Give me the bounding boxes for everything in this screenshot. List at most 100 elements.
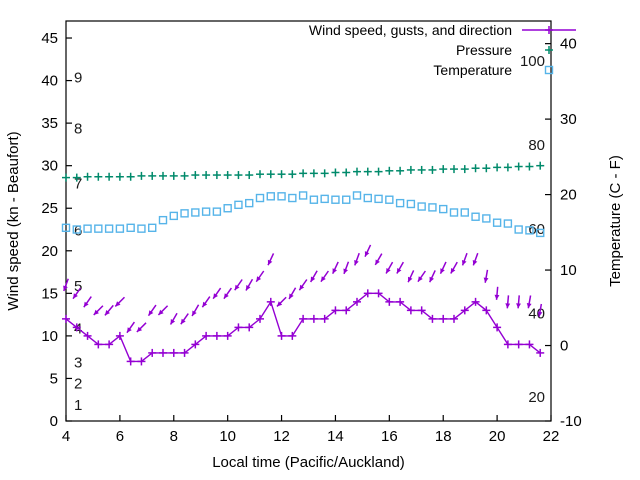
y2-tick-label-20: 20	[560, 187, 577, 204]
gust-arrow-head	[461, 259, 467, 266]
y2-tick-label--10: -10	[560, 413, 582, 430]
temperature-point	[536, 228, 545, 238]
temperature-point	[277, 192, 286, 201]
y-tick-label-25: 25	[41, 200, 58, 217]
temperature-point	[212, 207, 222, 216]
y-tick-label-40: 40	[41, 73, 58, 90]
temperature-point	[331, 195, 340, 204]
wind-speed-line	[65, 292, 541, 363]
gust-arrow-head	[408, 276, 413, 283]
temperature-point	[525, 226, 534, 235]
fahrenheit-label-20: 20	[528, 389, 545, 406]
beaufort-label-8: 8	[74, 120, 82, 137]
y2-axis-title: Temperature (C - F)	[607, 155, 624, 287]
legend-label-0: Wind speed, gusts, and direction	[309, 22, 512, 38]
x-tick-label-8: 8	[170, 428, 178, 445]
gust-arrow-head	[526, 302, 532, 309]
gust-arrow-head	[289, 293, 294, 299]
gust-arrow-head	[417, 276, 423, 282]
gust-arrow-head	[93, 309, 99, 315]
beaufort-label-7: 7	[74, 176, 82, 193]
temperature-point	[234, 200, 243, 210]
temperature-point	[245, 198, 254, 208]
x-tick-label-4: 4	[62, 428, 70, 445]
gust-arrow-head	[396, 267, 402, 274]
y-tick-label-45: 45	[41, 30, 58, 47]
gust-arrow-head	[386, 267, 391, 274]
x-tick-label-14: 14	[327, 428, 344, 445]
x-tick-label-10: 10	[219, 428, 236, 445]
temperature-point	[169, 211, 178, 221]
gust-arrow-head	[126, 327, 132, 333]
temperature-point	[342, 195, 351, 204]
y-tick-label-0: 0	[50, 413, 58, 430]
beaufort-label-2: 2	[74, 376, 82, 393]
gust-arrow-head	[483, 277, 489, 283]
y-tick-label-5: 5	[50, 370, 58, 387]
gust-arrow-head	[320, 276, 326, 282]
temperature-point	[514, 225, 523, 234]
temperature-point	[449, 208, 459, 217]
temperature-point	[288, 193, 297, 203]
gust-arrow-head	[429, 276, 434, 283]
gust-arrow-head	[494, 294, 500, 300]
temperature-point	[460, 208, 469, 217]
x-tick-label-22: 22	[543, 428, 560, 445]
gust-arrow-head	[354, 259, 359, 266]
beaufort-label-3: 3	[74, 354, 82, 371]
x-tick-label-16: 16	[381, 428, 398, 445]
legend-sample-marker	[544, 65, 554, 75]
legend-label-1: Pressure	[456, 42, 512, 58]
temperature-point	[158, 215, 168, 225]
temperature-point	[439, 204, 448, 214]
plot-frame	[65, 20, 552, 422]
legend-label-2: Temperature	[433, 62, 512, 78]
temperature-point	[148, 223, 157, 233]
gust-arrow-head	[213, 293, 218, 299]
temperature-point	[72, 225, 81, 234]
temperature-point	[320, 194, 329, 204]
y-tick-label-15: 15	[41, 285, 58, 302]
temperature-point	[266, 192, 275, 201]
y-tick-label-20: 20	[41, 243, 58, 260]
gust-arrow-head	[148, 310, 154, 316]
temperature-point	[395, 198, 405, 208]
temperature-point	[309, 195, 319, 204]
temperature-point	[298, 191, 308, 200]
gust-arrow-head	[516, 303, 521, 309]
y2-tick-label-40: 40	[560, 36, 577, 53]
beaufort-label-6: 6	[74, 223, 82, 240]
temperature-point	[428, 203, 437, 212]
gust-arrow-head	[256, 276, 262, 282]
gust-arrow-head	[63, 285, 68, 291]
gust-arrow-head	[73, 293, 78, 299]
beaufort-label-1: 1	[74, 397, 82, 414]
x-tick-label-18: 18	[435, 428, 452, 445]
temperature-point	[115, 224, 125, 233]
temperature-point	[180, 209, 189, 218]
temperature-point	[201, 207, 211, 216]
gust-arrow-head	[192, 310, 197, 316]
temperature-point	[137, 224, 146, 233]
gust-arrow-head	[267, 259, 273, 266]
y2-tick-label-10: 10	[560, 262, 577, 279]
gust-arrow-head	[276, 301, 283, 307]
temperature-point	[482, 214, 491, 223]
temperature-point	[492, 218, 502, 227]
gust-arrow-head	[472, 259, 478, 266]
gust-arrow-head	[450, 267, 456, 274]
gust-arrow-head	[180, 318, 186, 325]
temperature-point	[352, 191, 362, 200]
gust-arrow-head	[115, 301, 121, 307]
temperature-point	[374, 194, 383, 204]
temperature-point	[255, 193, 265, 203]
temperature-point	[503, 219, 513, 228]
gust-arrow-head	[83, 301, 89, 308]
y-tick-label-35: 35	[41, 115, 58, 132]
beaufort-label-5: 5	[74, 278, 82, 295]
gust-arrow-head	[505, 303, 511, 309]
gust-arrow-head	[310, 276, 316, 282]
gust-arrow-head	[375, 259, 380, 265]
gust-arrow-head	[537, 311, 543, 317]
